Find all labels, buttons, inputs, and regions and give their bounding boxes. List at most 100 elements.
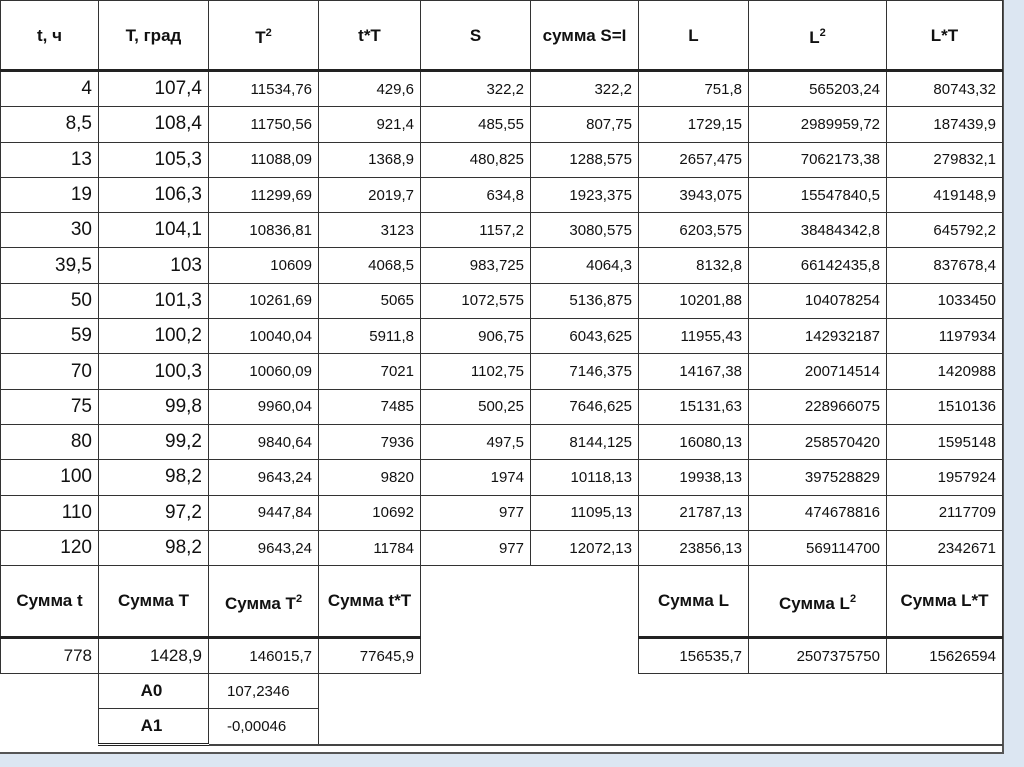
table-cell: 23856,13 [638,529,749,567]
table-row: 75 99,8 9960,04 7485 500,25 7646,625 15131,63 2… [0,388,1003,425]
table-row: 39,5 103 10609 4068,5 983,725 4064,3 8132,8 661… [0,247,1003,284]
table-cell: 2989959,72 [748,106,887,143]
table-cell: 258570420 [748,423,887,461]
table-cell: 120 [0,529,99,567]
table-cell: 485,55 [420,106,531,143]
table-cell: 104078254 [748,282,887,320]
table-cell: 7646,625 [530,388,639,425]
table-cell: 97,2 [98,494,209,531]
table-row: 8,5 108,4 11750,56 921,4 485,55 807,75 1729,15… [0,106,1003,143]
sum-header-T2: Сумма T2 [208,565,319,640]
table-cell: 279832,1 [886,141,1003,178]
table-row: 50 101,3 10261,69 5065 1072,575 5136,875 10201… [0,282,1003,320]
table-row: 59 100,2 10040,04 5911,8 906,75 6043,625 11955… [0,318,1003,355]
table-cell: 11095,13 [530,494,639,531]
sum-header-t: Сумма t [0,565,99,640]
table-cell: 50 [0,282,99,320]
table-cell: 10201,88 [638,282,749,320]
table-cell: 10118,13 [530,459,639,496]
table-cell: 5911,8 [318,318,421,355]
sum-header-T: Сумма T [98,565,209,640]
table-cell: 10040,04 [208,318,319,355]
table-cell: 4064,3 [530,247,639,284]
table-cell: 9840,64 [208,423,319,461]
table-cell: 500,25 [420,388,531,425]
header-l: L [638,0,749,72]
table-cell: 397528829 [748,459,887,496]
table-cell: 3080,575 [530,212,639,249]
table-cell: 977 [420,529,531,567]
table-cell: 107,4 [98,69,209,108]
empty-cell [421,566,531,638]
header-tT: t*T [318,0,421,72]
coef-row-a1: A1 -0,00046 [1,708,1003,747]
table-cell: 1420988 [886,353,1003,390]
table-cell: 1368,9 [318,141,421,178]
table-cell: 1072,575 [420,282,531,320]
table-cell: 7146,375 [530,353,639,390]
table-cell: 200714514 [748,353,887,390]
header-t-squared: T2 [208,0,319,72]
header-s: S [420,0,531,72]
table-cell: 19 [0,176,99,214]
table-row: 80 99,2 9840,64 7936 497,5 8144,125 16080,13 25… [0,423,1003,461]
sum-L: 156535,7 [638,637,749,675]
table-cell: 59 [0,318,99,355]
sum-t: 778 [0,637,99,675]
coef-value: 107,2346 [208,673,319,710]
header-row: t, ч T, град T2 t*T S сумма S=I L L2 L*T [0,0,1003,72]
table-row: 13 105,3 11088,09 1368,9 480,825 1288,575 2657… [0,141,1003,178]
table-cell: 228966075 [748,388,887,425]
table-cell: 7062173,38 [748,141,887,178]
sum-header-row: Сумма t Сумма T Сумма T2 Сумма t*T Сумма… [0,565,1003,640]
table-cell: 1288,575 [530,141,639,178]
table-cell: 10836,81 [208,212,319,249]
empty-cell [531,566,639,638]
sum-T2: 146015,7 [208,637,319,675]
table-cell: 807,75 [530,106,639,143]
spreadsheet: t, ч T, град T2 t*T S сумма S=I L L2 L*T… [0,0,1004,754]
table-cell: 14167,38 [638,353,749,390]
table-cell: 80 [0,423,99,461]
table-cell: 921,4 [318,106,421,143]
table-cell: 977 [420,494,531,531]
table-cell: 38484342,8 [748,212,887,249]
table-cell: 101,3 [98,282,209,320]
table-cell: 1729,15 [638,106,749,143]
sum-L2: 2507375750 [748,637,887,675]
empty-cell [421,638,531,674]
header-temp: T, град [98,0,209,72]
table-cell: 497,5 [420,423,531,461]
table-cell: 10060,09 [208,353,319,390]
table-cell: 322,2 [530,69,639,108]
table-cell: 75 [0,388,99,425]
table-cell: 634,8 [420,176,531,214]
table-cell: 4068,5 [318,247,421,284]
table-cell: 100,2 [98,318,209,355]
table-cell: 6043,625 [530,318,639,355]
table-row: 4 107,4 11534,76 429,6 322,2 322,2 751,8 565203… [0,69,1003,108]
coef-label: A1 [98,708,209,747]
table-row: 19 106,3 11299,69 2019,7 634,8 1923,375 3943,0… [0,176,1003,214]
table-cell: 13 [0,141,99,178]
table-cell: 10609 [208,247,319,284]
table-cell: 8,5 [0,106,99,143]
header-l-squared: L2 [748,0,887,72]
table-cell: 569114700 [748,529,887,567]
table-cell: 837678,4 [886,247,1003,284]
table-cell: 104,1 [98,212,209,249]
data-table: t, ч T, град T2 t*T S сумма S=I L L2 L*T… [0,0,1003,747]
table-cell: 15547840,5 [748,176,887,214]
table-cell: 99,2 [98,423,209,461]
table-cell: 751,8 [638,69,749,108]
table-row: 120 98,2 9643,24 11784 977 12072,13 23856,13 56… [0,529,1003,567]
sums-row: 778 1428,9 146015,7 77645,9 156535,7 250… [0,637,1003,675]
table-cell: 4 [0,69,99,108]
table-cell: 100,3 [98,353,209,390]
table-cell: 480,825 [420,141,531,178]
table-cell: 9643,24 [208,529,319,567]
table-cell: 1033450 [886,282,1003,320]
table-cell: 9447,84 [208,494,319,531]
table-cell: 2019,7 [318,176,421,214]
sum-header-L: Сумма L [638,565,749,640]
